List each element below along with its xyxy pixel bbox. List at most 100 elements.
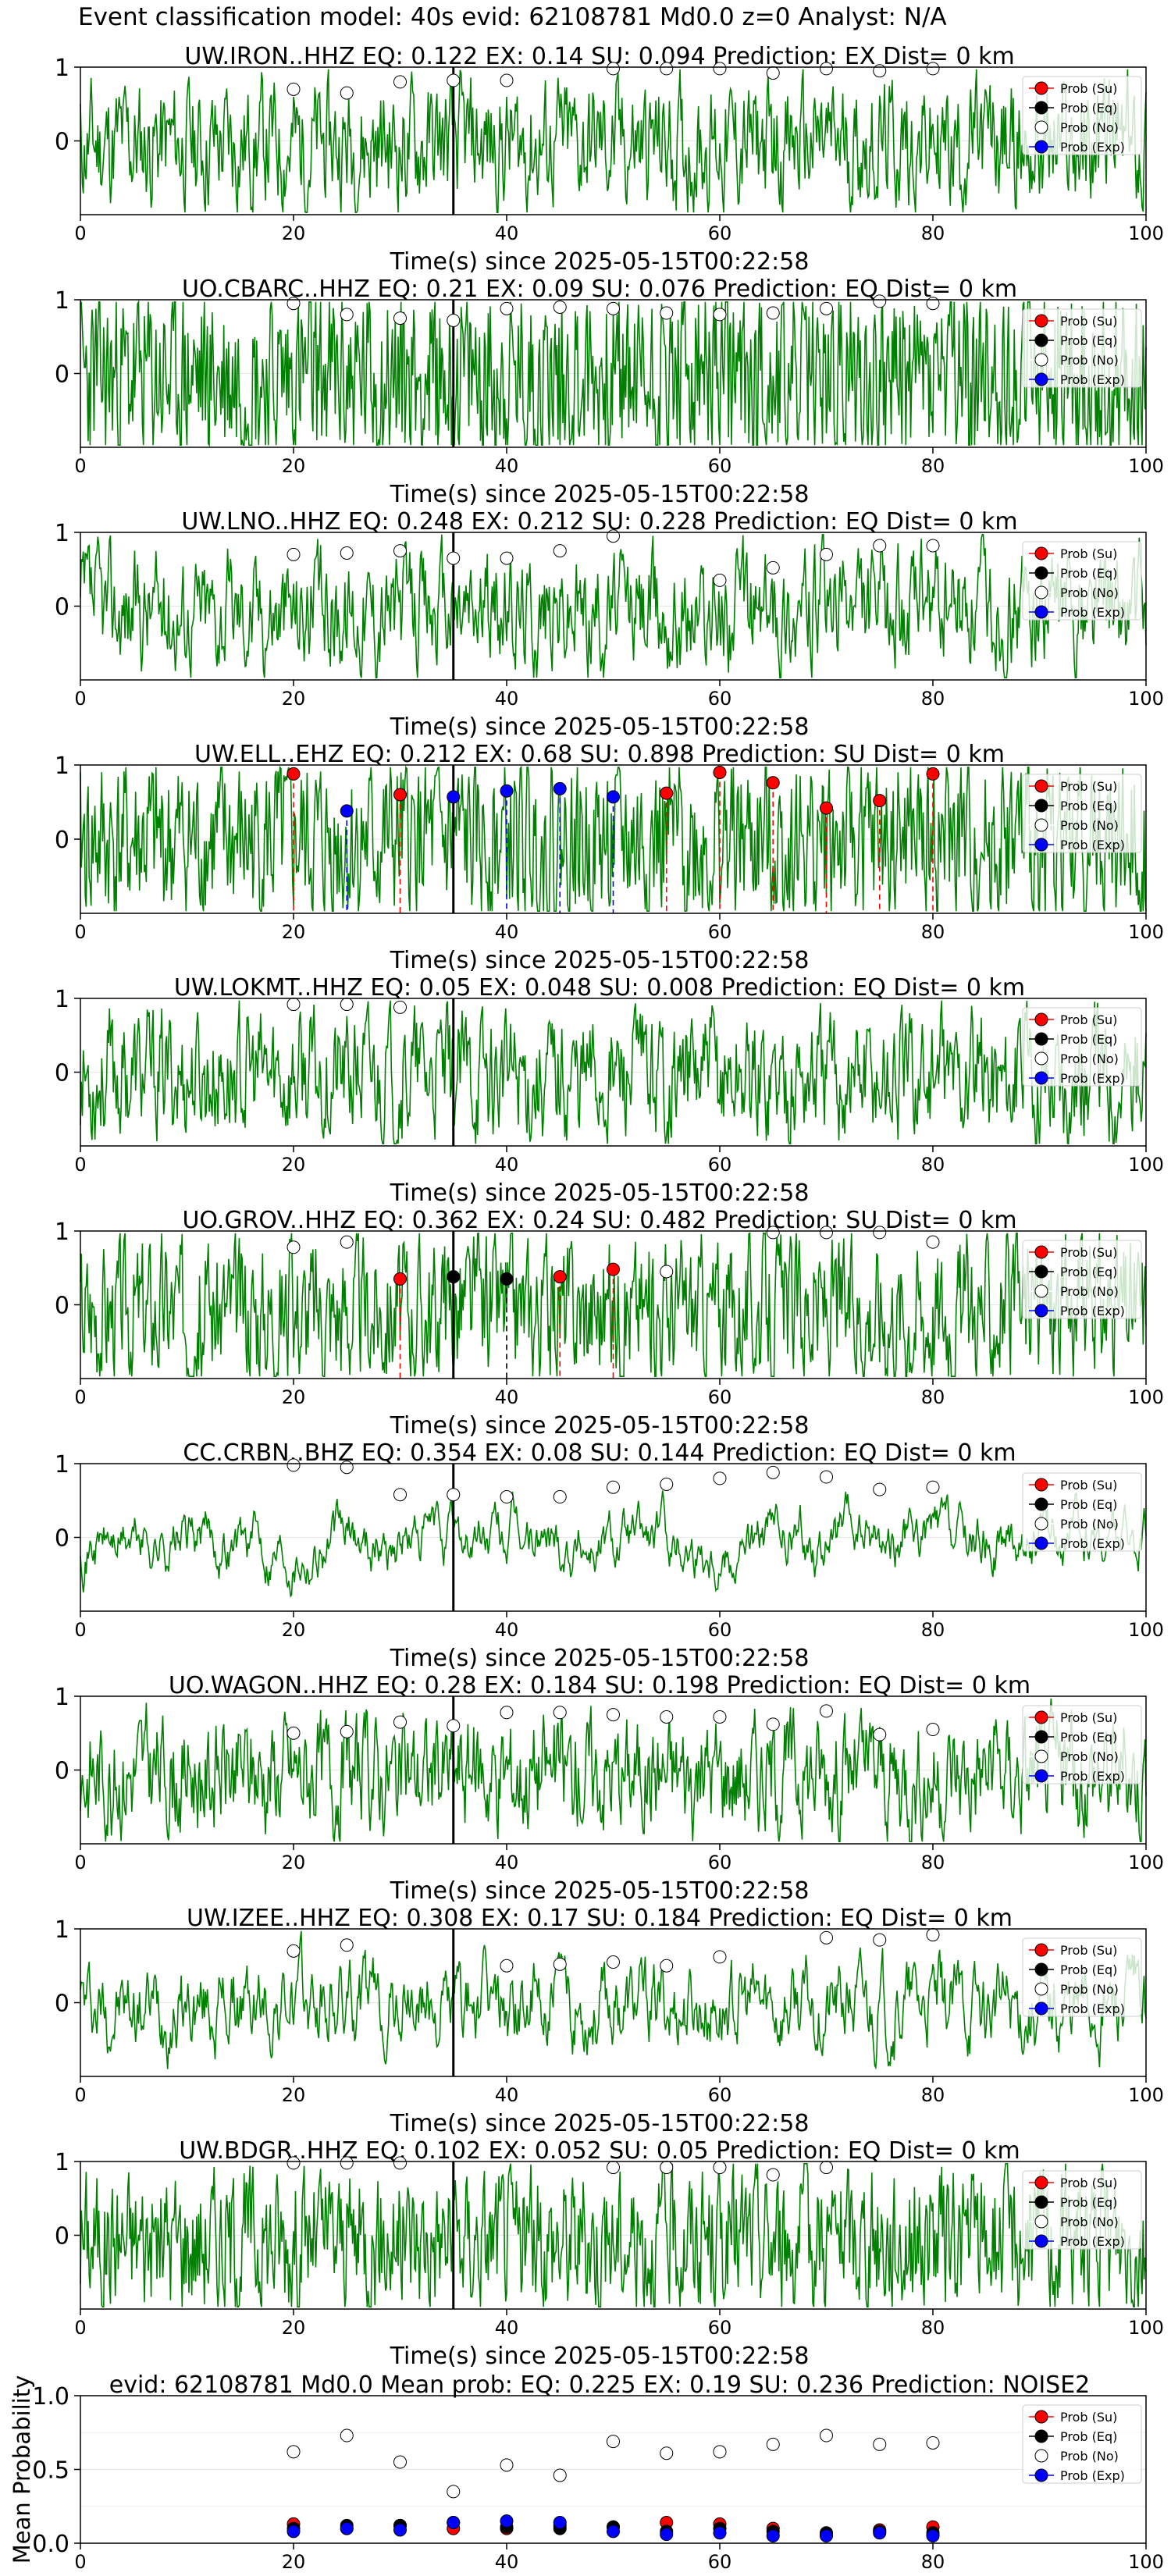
point-exp [607, 790, 620, 804]
x-tick-label: 80 [921, 1852, 945, 1873]
x-tick-label: 40 [495, 455, 519, 477]
x-tick-label: 40 [495, 1852, 519, 1873]
legend-label: Prob (Eq) [1060, 2429, 1117, 2444]
x-tick-label: 100 [1128, 1154, 1164, 1176]
point-no [660, 1477, 674, 1491]
point-no [766, 560, 780, 575]
legend-label: Prob (Exp) [1060, 2234, 1125, 2249]
legend-marker [1034, 372, 1048, 386]
panel-title: CC.CRBN..BHZ EQ: 0.354 EX: 0.08 SU: 0.14… [183, 1439, 1016, 1467]
point-no [926, 297, 940, 311]
point-no [820, 2161, 833, 2175]
waveform-trace [80, 69, 1147, 214]
point-exp [873, 2526, 887, 2540]
point-no [766, 1226, 780, 1240]
point-exp [820, 2529, 833, 2543]
point-no [287, 297, 301, 311]
x-tick-label: 40 [495, 2084, 519, 2106]
y-tick-label: 1 [55, 520, 69, 547]
y-tick-label: 0 [55, 1293, 69, 1320]
legend-marker [1034, 1517, 1048, 1531]
x-tick-label: 0 [74, 455, 86, 477]
x-tick-label: 100 [1128, 2084, 1164, 2106]
point-no [713, 2445, 727, 2459]
panel-title: UW.IZEE..HHZ EQ: 0.308 EX: 0.17 SU: 0.18… [187, 1905, 1013, 1932]
legend-marker [1034, 1071, 1048, 1085]
x-tick-label: 20 [282, 2084, 306, 2106]
x-tick-label: 20 [282, 1852, 306, 1873]
point-no [660, 62, 674, 76]
chart-panel-10: UW.BDGR..HHZ EQ: 0.102 EX: 0.052 SU: 0.0… [55, 2137, 1164, 2370]
y-tick-label: 0 [55, 1525, 69, 1553]
legend-label: Prob (Su) [1060, 546, 1117, 561]
point-exp [607, 2524, 620, 2539]
x-tick-label: 100 [1128, 688, 1164, 710]
legend-box [1022, 1472, 1142, 1552]
x-tick-label: 80 [921, 1619, 945, 1641]
legend-label: Prob (No) [1060, 818, 1119, 833]
legend-marker [1034, 605, 1048, 619]
x-tick-label: 100 [1128, 1619, 1164, 1641]
legend-label: Prob (Su) [1060, 1012, 1117, 1027]
point-su [393, 788, 407, 802]
x-tick-label: 20 [282, 1154, 306, 1176]
legend-marker [1034, 1032, 1048, 1046]
x-axis-label: Time(s) since 2025-05-15T00:22:58 [390, 1412, 810, 1439]
point-no [553, 1490, 567, 1504]
y-tick-label: 0 [55, 1991, 69, 2018]
point-no [287, 82, 301, 96]
point-no [500, 1490, 514, 1504]
point-exp [553, 781, 567, 795]
panel-title: UW.LOKMT..HHZ EQ: 0.05 EX: 0.048 SU: 0.0… [174, 974, 1025, 1002]
x-tick-label: 60 [708, 2317, 732, 2339]
point-no [873, 539, 887, 553]
y-tick-label: 1 [55, 2149, 69, 2176]
x-tick-label: 60 [708, 1619, 732, 1641]
x-tick-label: 100 [1128, 1852, 1164, 1873]
point-no [447, 313, 461, 327]
legend-label: Prob (Su) [1060, 1710, 1117, 1725]
legend-marker [1034, 1749, 1048, 1763]
legend-marker [1034, 2195, 1048, 2209]
point-no [340, 86, 354, 100]
point-no [926, 1928, 940, 1942]
point-no [607, 2161, 620, 2175]
legend-marker [1034, 1245, 1048, 1259]
x-axis-label: Time(s) since 2025-05-15T00:22:58 [390, 481, 810, 508]
legend-label: Prob (Su) [1060, 2410, 1117, 2425]
x-tick-label: 40 [495, 688, 519, 710]
point-no [393, 311, 407, 326]
x-tick-label: 80 [921, 222, 945, 244]
x-tick-label: 60 [708, 1154, 732, 1176]
point-no [660, 1959, 674, 1973]
x-axis-label: Time(s) since 2025-05-15T00:22:58 [390, 248, 810, 276]
panel-title: UO.CBARC..HHZ EQ: 0.21 EX: 0.09 SU: 0.07… [182, 276, 1017, 303]
panel-title: evid: 62108781 Md0.0 Mean prob: EQ: 0.22… [109, 2371, 1091, 2399]
point-exp [340, 804, 354, 818]
legend-marker [1034, 1769, 1048, 1783]
point-no [340, 546, 354, 560]
chart-panel-1: UW.IRON..HHZ EQ: 0.122 EX: 0.14 SU: 0.09… [55, 43, 1164, 276]
point-no [340, 998, 354, 1012]
legend-marker [1034, 799, 1048, 813]
point-no [713, 1710, 727, 1724]
point-no [607, 1955, 620, 1969]
x-tick-label: 80 [921, 2084, 945, 2106]
x-tick-label: 20 [282, 1619, 306, 1641]
point-no [340, 1724, 354, 1738]
legend-box [1022, 76, 1142, 155]
point-su [287, 767, 301, 781]
x-tick-label: 80 [921, 1386, 945, 1408]
x-tick-label: 0 [74, 1386, 86, 1408]
x-tick-label: 100 [1128, 2551, 1164, 2573]
point-exp [553, 2516, 567, 2530]
legend-label: Prob (No) [1060, 120, 1119, 135]
x-tick-label: 0 [74, 2551, 86, 2573]
legend-label: Prob (No) [1060, 353, 1119, 368]
point-no [873, 1933, 887, 1947]
legend-label: Prob (No) [1060, 2449, 1119, 2464]
x-axis-label: Time(s) since 2025-05-15T00:22:58 [390, 713, 810, 741]
point-exp [393, 2523, 407, 2537]
waveform-trace [80, 1698, 1147, 1842]
